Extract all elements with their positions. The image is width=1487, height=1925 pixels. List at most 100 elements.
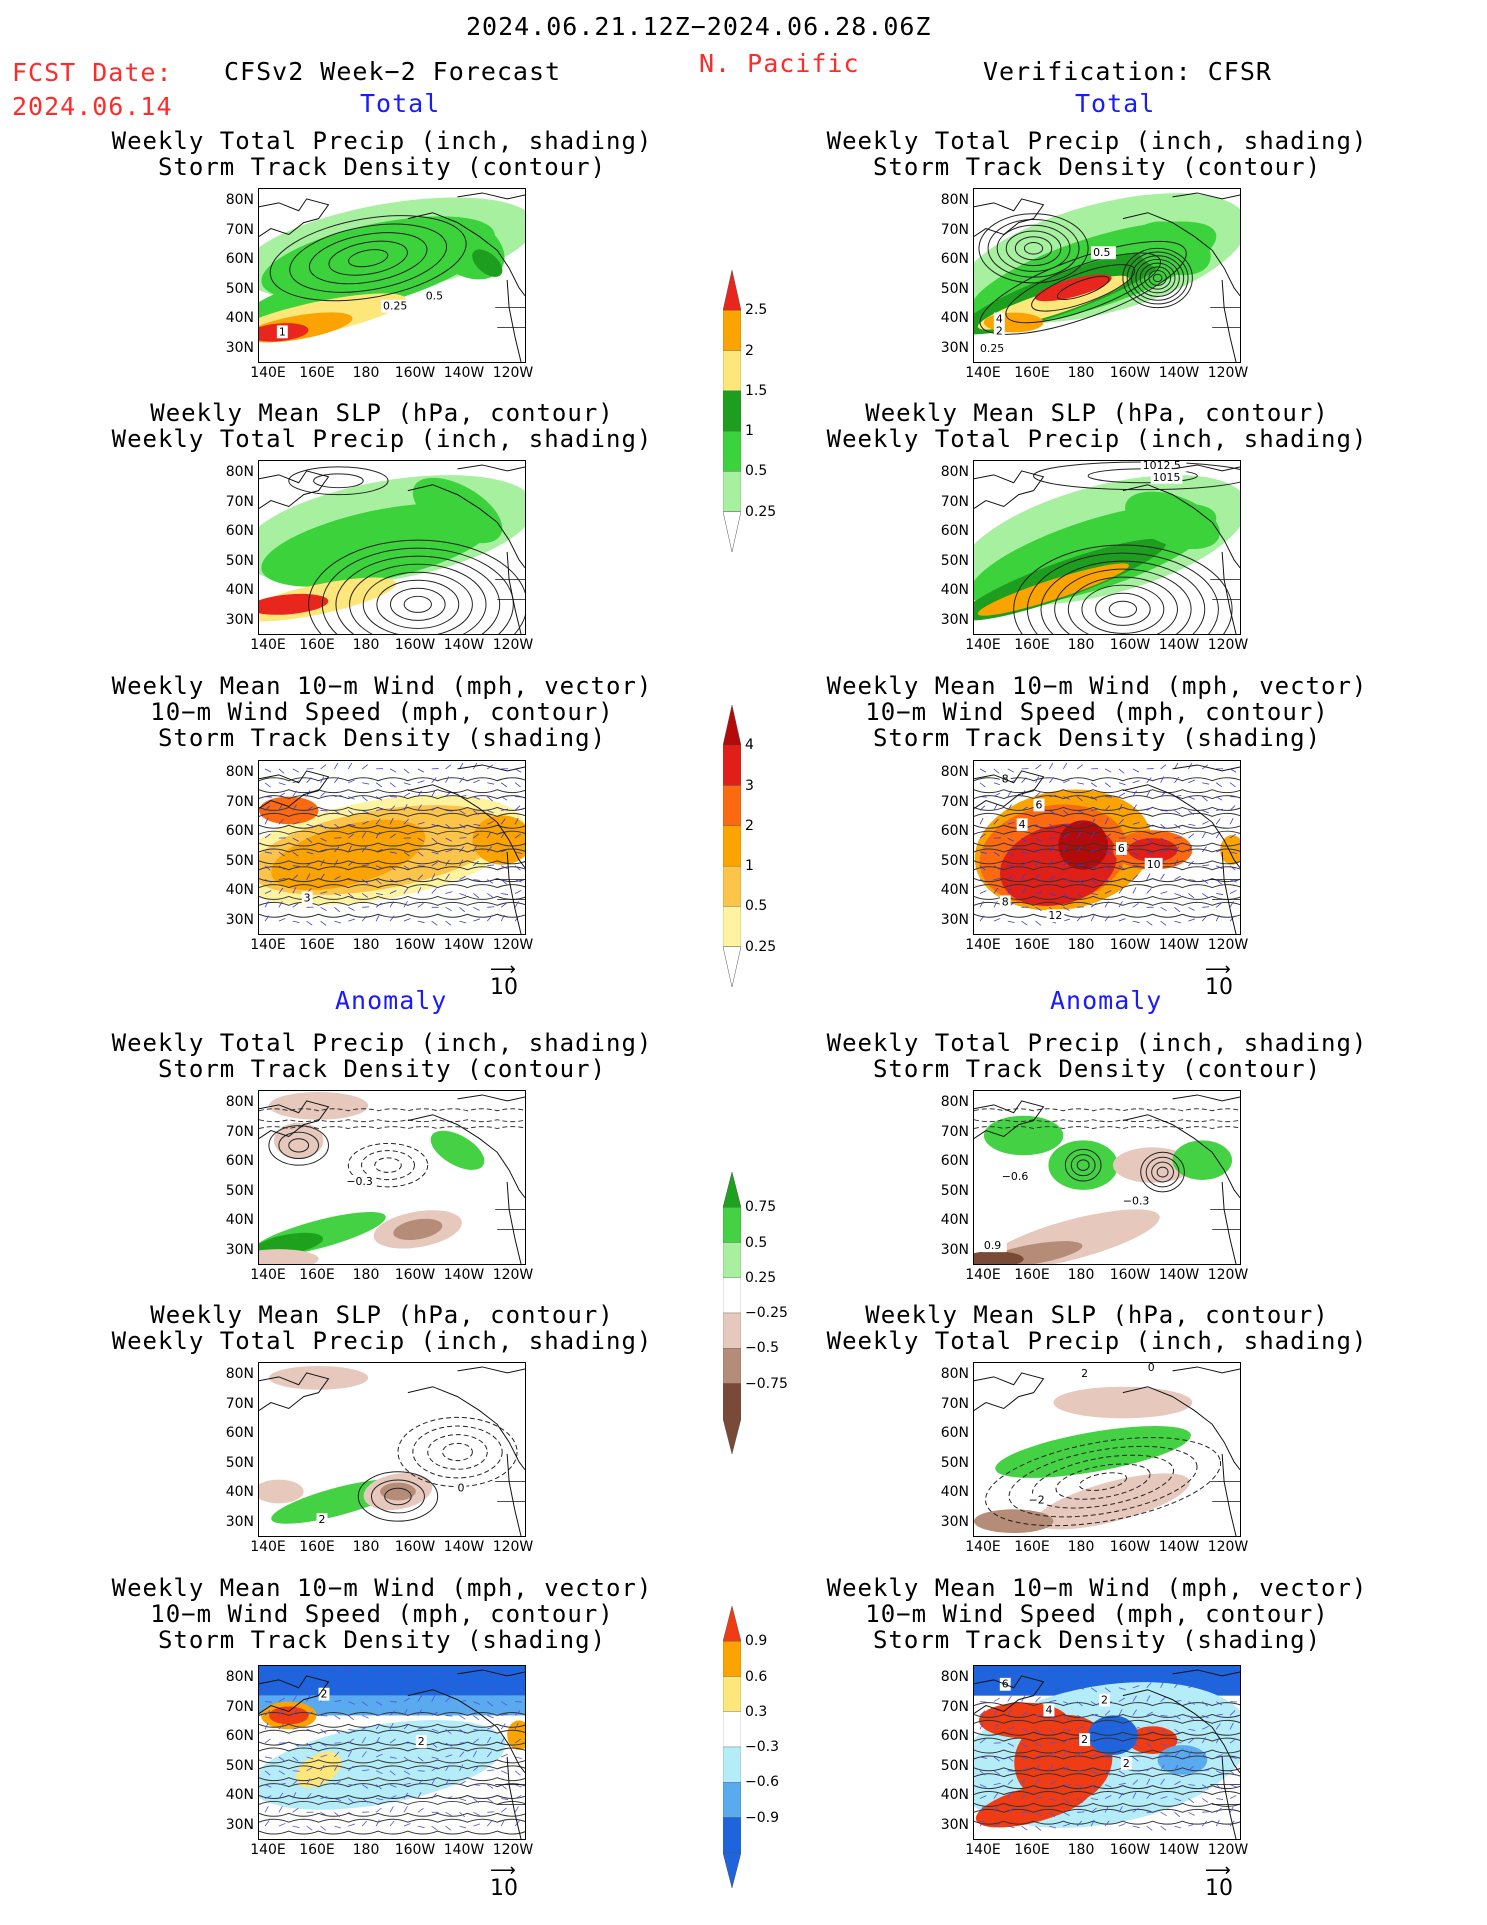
colorbar-label: 2 [745, 342, 754, 359]
title-wind-total-right: 10−m Wind Speed (mph, contour) [865, 698, 1329, 726]
title-slp-precip-total-left: Weekly Total Precip (inch, shading) [111, 425, 653, 453]
lat-tick-label: 50N [225, 852, 254, 869]
map-anom-precip-storm-left: −0.3 [258, 1090, 526, 1265]
verification-title: Verification: CFSR [983, 57, 1272, 86]
lat-tick-label: 40N [225, 1787, 254, 1803]
svg-text:1: 1 [279, 325, 286, 338]
forecast-period: 2024.06.21.12Z−2024.06.28.06Z [466, 12, 932, 41]
map-total-wind-left: 3 [258, 760, 526, 935]
lon-tick-label: 160W [394, 937, 436, 953]
lat-tick-label: 30N [225, 911, 254, 928]
lat-tick-label: 50N [225, 1182, 254, 1199]
map-anom-precip-storm-right: −0.6 −0.3 0.9 [973, 1090, 1241, 1265]
lon-tick-label: 180 [352, 365, 380, 381]
lon-tick-label: 160W [1109, 937, 1151, 953]
lat-tick-label: 70N [225, 1395, 254, 1412]
fcst-date-value: 2024.06.14 [12, 92, 173, 121]
title-wind-anom-right: 10−m Wind Speed (mph, contour) [865, 1600, 1329, 1628]
lat-tick-label: 50N [940, 1182, 969, 1199]
svg-text:4: 4 [1045, 1703, 1052, 1716]
lat-tick-label: 40N [940, 1787, 969, 1803]
lat-tick-label: 60N [225, 251, 254, 267]
lat-tick-label: 40N [940, 882, 969, 898]
lon-tick-label: 160E [299, 365, 335, 381]
lon-tick-label: 140E [965, 1842, 1001, 1858]
title-slp-precip-total-left: Weekly Mean SLP (hPa, contour) [150, 399, 614, 427]
region-title: N. Pacific [699, 49, 860, 78]
lon-tick-label: 120W [1207, 937, 1249, 953]
lon-tick-label: 140E [250, 637, 286, 653]
lat-tick-label: 70N [940, 493, 969, 510]
colorbar-label: 1 [745, 423, 754, 440]
lon-tick-label: 120W [492, 637, 534, 653]
svg-text:1015: 1015 [1153, 471, 1181, 484]
vector-ref-anom-right: ⟶ 10 [1205, 1860, 1233, 1902]
lon-tick-label: 140E [250, 937, 286, 953]
svg-text:2: 2 [319, 1513, 326, 1526]
colorbar-label: 0.3 [745, 1703, 768, 1720]
vector-ref-anom-left: ⟶ 10 [490, 1860, 518, 1902]
title-slp-precip-anom-left: Weekly Total Precip (inch, shading) [111, 1327, 653, 1355]
lon-tick-label: 140W [1158, 365, 1200, 381]
lat-tick-label: 40N [940, 1484, 969, 1500]
lon-tick-label: 160W [394, 1267, 436, 1283]
lon-tick-label: 140W [443, 937, 485, 953]
lat-tick-label: 80N [225, 464, 254, 480]
lon-tick-label: 120W [1207, 365, 1249, 381]
lat-tick-label: 50N [940, 280, 969, 297]
lon-tick-label: 120W [492, 1842, 534, 1858]
lon-tick-label: 160E [1014, 1539, 1050, 1555]
map-anom-slp-precip-right: 2 0 −2 [973, 1362, 1241, 1537]
svg-text:0: 0 [1148, 1363, 1155, 1374]
lat-tick-label: 30N [225, 339, 254, 356]
lon-tick-label: 140E [250, 1267, 286, 1283]
lon-tick-label: 180 [1067, 637, 1095, 653]
svg-text:2: 2 [1081, 1733, 1088, 1746]
lat-tick-label: 80N [225, 192, 254, 208]
colorbar-label: 1 [745, 858, 754, 875]
colorbar-label: 0.25 [745, 1269, 777, 1286]
lat-tick-label: 60N [225, 1153, 254, 1169]
lon-tick-label: 180 [352, 1842, 380, 1858]
lat-tick-label: 30N [940, 611, 969, 628]
map-total-slp-precip-left [258, 460, 526, 635]
lon-tick-label: 160E [299, 637, 335, 653]
lon-tick-label: 160W [1109, 1267, 1151, 1283]
lon-tick-label: 140E [250, 1842, 286, 1858]
title-wind-total-right: Storm Track Density (shading) [872, 724, 1322, 752]
map-total-wind-right: 8 6 4 6 10 8 12 [973, 760, 1241, 935]
lat-tick-label: 30N [225, 1816, 254, 1833]
lat-tick-label: 40N [225, 310, 254, 326]
svg-text:2: 2 [1123, 1757, 1130, 1770]
colorbar-label: 2 [745, 817, 754, 834]
lon-tick-label: 140E [965, 1267, 1001, 1283]
lat-tick-label: 60N [225, 823, 254, 839]
svg-text:−0.6: −0.6 [1002, 1170, 1029, 1183]
colorbar-label: 0.9 [745, 1633, 768, 1650]
lon-tick-label: 140W [443, 1267, 485, 1283]
lon-tick-label: 140W [443, 1539, 485, 1555]
lat-tick-label: 80N [225, 764, 254, 780]
svg-text:12: 12 [1048, 909, 1062, 922]
lat-tick-label: 50N [225, 1757, 254, 1774]
lon-tick-label: 140W [1158, 1539, 1200, 1555]
lat-tick-label: 80N [940, 764, 969, 780]
title-precip-storm-total-right: Weekly Total Precip (inch, shading) [826, 127, 1368, 155]
lon-tick-label: 160E [299, 1267, 335, 1283]
svg-text:8: 8 [1002, 895, 1009, 908]
lat-tick-label: 50N [940, 852, 969, 869]
lon-tick-label: 160E [1014, 1842, 1050, 1858]
colorbar-storm-anom [722, 1605, 742, 1889]
title-slp-precip-anom-left: Weekly Mean SLP (hPa, contour) [150, 1301, 614, 1329]
lat-tick-label: 80N [940, 1669, 969, 1685]
svg-text:2: 2 [321, 1688, 328, 1701]
lat-tick-label: 70N [940, 1123, 969, 1140]
colorbar-label: −0.3 [745, 1739, 779, 1755]
lon-tick-label: 160E [1014, 1267, 1050, 1283]
lat-tick-label: 80N [940, 192, 969, 208]
lat-tick-label: 70N [940, 1395, 969, 1412]
lon-tick-label: 180 [352, 1539, 380, 1555]
lat-tick-label: 30N [225, 1241, 254, 1258]
svg-text:0.25: 0.25 [980, 342, 1004, 355]
